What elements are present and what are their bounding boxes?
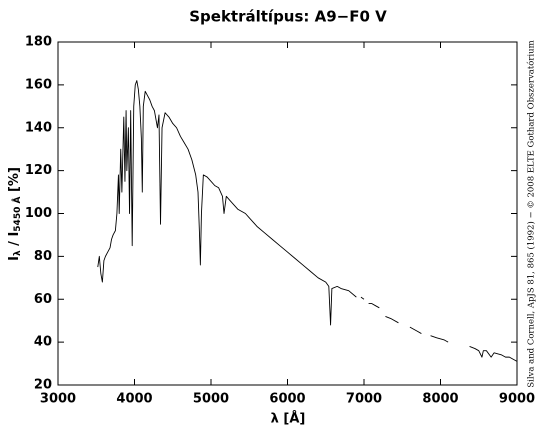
y-label-part: [%] — [7, 167, 22, 196]
x-tick-label: 6000 — [269, 392, 305, 407]
y-tick-label: 140 — [25, 120, 52, 135]
y-label-part: / I — [7, 232, 22, 251]
x-tick-label: 9000 — [499, 392, 535, 407]
x-tick-label: 7000 — [346, 392, 382, 407]
y-axis-label: Iλ / I5450 Å [%] — [7, 167, 23, 261]
x-tick-label: 8000 — [422, 392, 458, 407]
spectrum-line — [97, 80, 518, 362]
x-tick-label: 3000 — [40, 392, 76, 407]
x-axis-label: λ [Å] — [271, 411, 306, 427]
chart-title: Spektráltípus: A9−F0 V — [189, 8, 387, 26]
y-tick-label: 100 — [25, 206, 52, 221]
y-label-part: λ — [13, 250, 23, 256]
plot-frame — [57, 41, 518, 386]
y-label-part: 5450 Å — [12, 197, 23, 232]
y-tick-label: 40 — [34, 335, 52, 350]
y-tick-label: 60 — [34, 292, 52, 307]
source-note: Silva and Cornell, ApJS 81, 865 (1992) −… — [526, 40, 537, 387]
y-tick-label: 160 — [25, 77, 52, 92]
y-tick-label: 180 — [25, 35, 52, 50]
y-label-part: I — [7, 256, 22, 261]
y-tick-label: 80 — [34, 249, 52, 264]
x-tick-label: 4000 — [116, 392, 152, 407]
x-tick-label: 5000 — [193, 392, 229, 407]
y-tick-label: 20 — [34, 378, 52, 393]
y-tick-label: 120 — [25, 163, 52, 178]
